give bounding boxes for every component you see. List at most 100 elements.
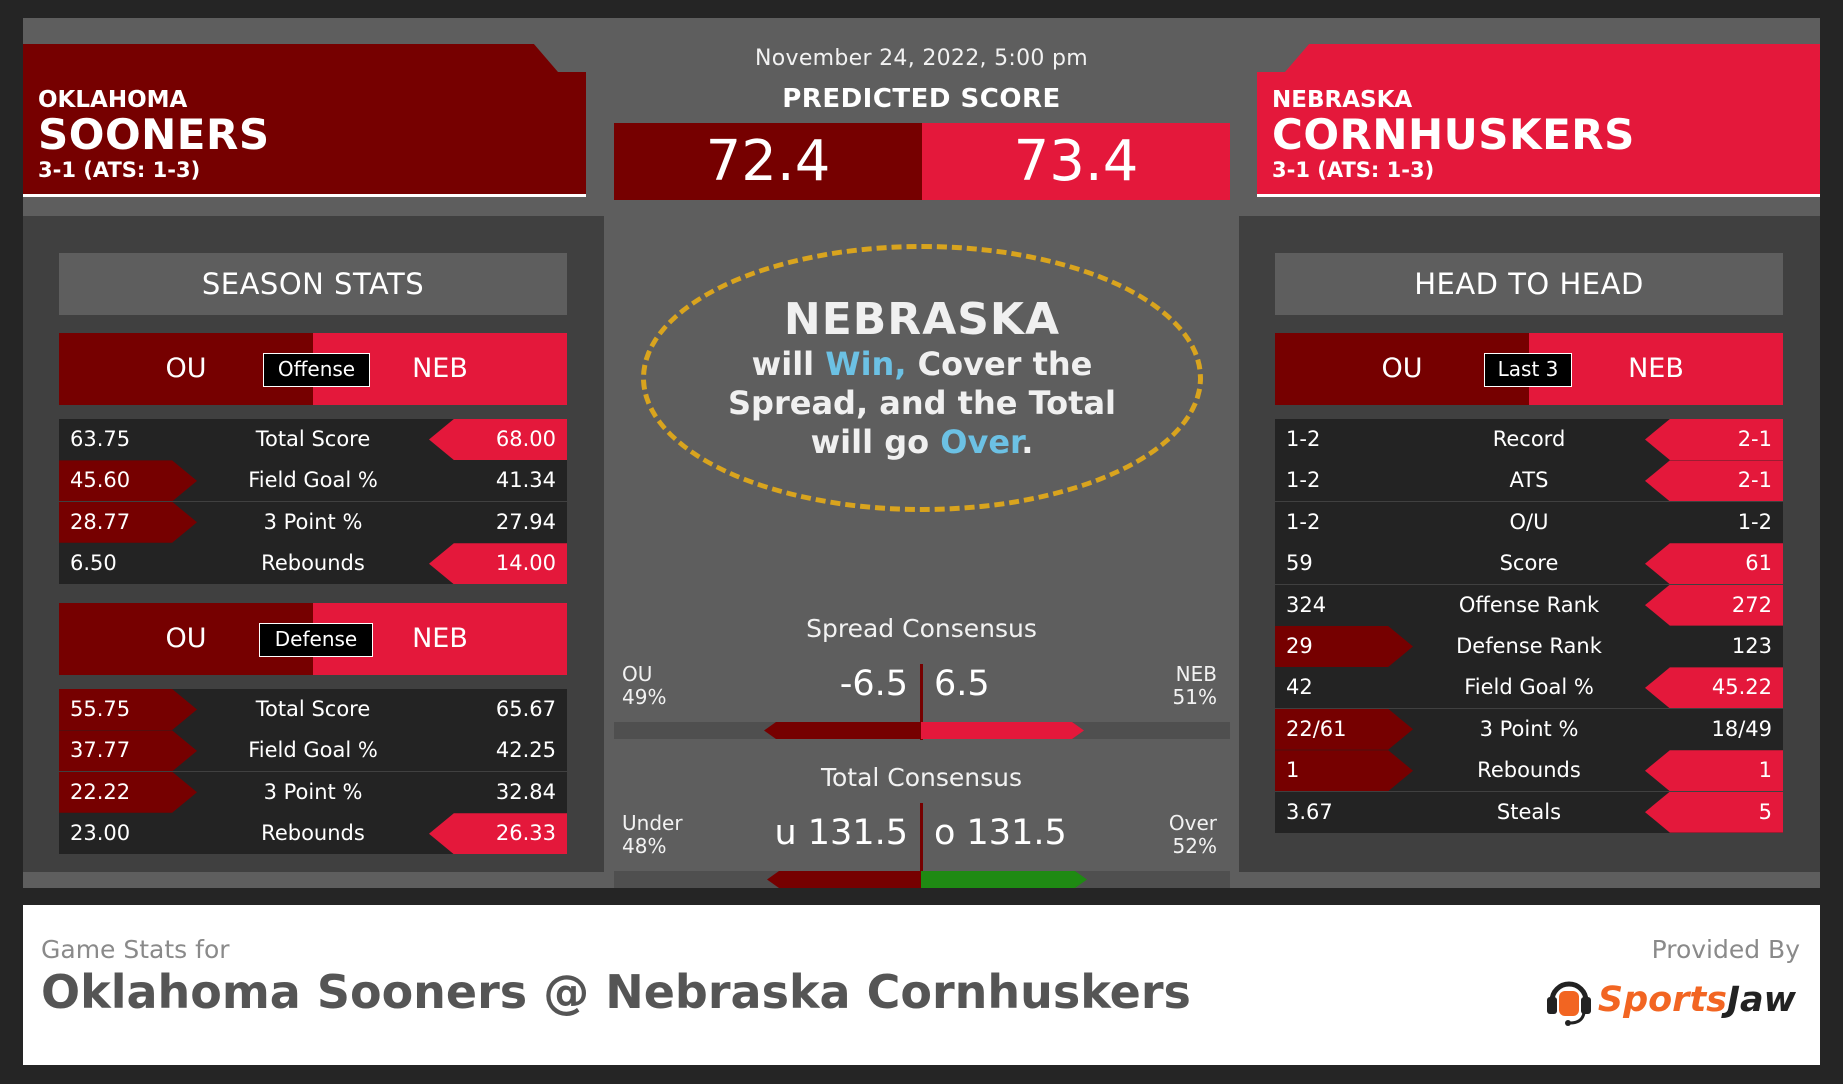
season-stats-title: SEASON STATS — [59, 253, 567, 315]
verdict-part-2: Cover the — [906, 345, 1093, 383]
h2h-stat-label: Score — [1499, 551, 1559, 576]
offense-left-winner-flag — [59, 501, 197, 543]
h2h-right-value: 123 — [1731, 634, 1772, 658]
total-left-bar — [767, 871, 921, 888]
h2h-right-winner-flag — [1645, 419, 1783, 460]
defense-right-value: 26.33 — [495, 821, 556, 846]
offense-row: 6.50 Rebounds 14.00 — [59, 543, 567, 585]
offense-label: Offense — [263, 353, 370, 387]
offense-left-value: 28.77 — [70, 509, 131, 534]
total-title: Total Consensus — [820, 763, 1023, 792]
total-left-label: Under — [622, 811, 683, 835]
defense-left-winner-flag — [59, 689, 197, 730]
verdict-text: NEBRASKA will Win, Cover the Spread, and… — [660, 295, 1184, 462]
offense-stat-label: Rebounds — [261, 551, 365, 576]
spread-title: Spread Consensus — [806, 614, 1037, 643]
offense-row: 45.60 Field Goal % 41.34 — [59, 460, 567, 502]
total-left-line: u 131.5 — [774, 813, 908, 853]
headset-icon — [1546, 981, 1591, 1026]
offense-row: 63.75 Total Score 68.00 — [59, 419, 567, 460]
defense-right-winner-flag — [429, 813, 567, 855]
offense-left-value: 63.75 — [70, 427, 131, 451]
h2h-stat-label: Record — [1492, 427, 1566, 451]
h2h-left-value: 1 — [1286, 758, 1300, 783]
head-to-head-title: HEAD TO HEAD — [1275, 253, 1783, 315]
away-header-underline — [23, 194, 586, 197]
h2h-left-value: 324 — [1286, 592, 1327, 617]
spread-right-pct: 51% — [1172, 685, 1217, 709]
verdict-part-4: will go — [810, 423, 941, 461]
total-right-label: Over — [1168, 811, 1217, 835]
h2h-stat-label: Defense Rank — [1456, 634, 1602, 658]
offense-row: 28.77 3 Point % 27.94 — [59, 501, 567, 543]
spread-divider — [920, 664, 923, 740]
h2h-right-winner-flag — [1645, 750, 1783, 792]
spread-right-bar — [921, 722, 1084, 739]
head-to-head-panel: HEAD TO HEAD OU NEB Last 3 1-2 Record 2-1 1… — [1239, 216, 1820, 872]
defense-stat-label: Rebounds — [261, 821, 365, 846]
verdict-part-1: will — [751, 345, 826, 383]
offense-left-abbr: OU — [165, 353, 207, 384]
defense-row: 37.77 Field Goal % 42.25 — [59, 730, 567, 772]
away-team-record: 3-1 (ATS: 1-3) — [38, 158, 201, 182]
h2h-left-value: 42 — [1286, 675, 1313, 700]
home-team-header: NEBRASKA CORNHUSKERS 3-1 (ATS: 1-3) — [1257, 44, 1820, 198]
h2h-left-abbr: OU — [1381, 353, 1423, 384]
home-header-underline — [1257, 194, 1820, 197]
verdict-part-5: . — [1021, 423, 1034, 461]
offense-right-winner-flag — [429, 419, 567, 460]
home-header-tab — [1285, 44, 1820, 72]
verdict-part-3: Spread, and the Total — [728, 384, 1116, 422]
defense-label: Defense — [259, 623, 373, 657]
h2h-left-value: 1-2 — [1286, 509, 1321, 534]
offense-stat-label: Total Score — [255, 427, 371, 451]
away-header-body — [23, 72, 586, 194]
footer-provided-by: Provided By — [1651, 935, 1800, 964]
predicted-score-title: PREDICTED SCORE — [782, 84, 1061, 114]
h2h-left-winner-flag — [1275, 708, 1413, 750]
defense-right-value: 65.67 — [495, 697, 556, 721]
away-team-header: OKLAHOMA SOONERS 3-1 (ATS: 1-3) — [23, 44, 586, 198]
h2h-stat-label: O/U — [1509, 509, 1549, 534]
h2h-row: 29 Defense Rank 123 — [1275, 626, 1783, 667]
h2h-stat-label: Steals — [1496, 799, 1562, 824]
h2h-right-value: 2-1 — [1737, 468, 1772, 493]
h2h-stat-label: Field Goal % — [1464, 675, 1594, 700]
spread-left-team: OU — [622, 662, 653, 686]
h2h-left-value: 1-2 — [1286, 427, 1321, 451]
h2h-right-winner-flag — [1645, 667, 1783, 709]
h2h-row: 59 Score 61 — [1275, 543, 1783, 585]
home-team-record: 3-1 (ATS: 1-3) — [1272, 158, 1435, 182]
offense-right-value: 14.00 — [495, 551, 556, 576]
season-stats-panel: SEASON STATS OU NEB Offense 63.75 Total S… — [23, 216, 604, 872]
h2h-right-abbr: NEB — [1628, 353, 1684, 384]
verdict-team: NEBRASKA — [783, 294, 1061, 345]
h2h-right-value: 272 — [1731, 592, 1772, 617]
h2h-stat-label: ATS — [1509, 468, 1549, 493]
h2h-right-winner-flag — [1645, 584, 1783, 626]
offense-right-value: 68.00 — [495, 427, 556, 451]
away-header-tab — [23, 44, 558, 72]
defense-left-value: 55.75 — [70, 697, 131, 721]
h2h-stat-label: Rebounds — [1477, 758, 1581, 783]
h2h-left-value: 29 — [1286, 634, 1313, 658]
footer-title: Oklahoma Sooners @ Nebraska Cornhuskers — [41, 965, 1191, 1019]
h2h-row: 324 Offense Rank 272 — [1275, 584, 1783, 626]
spread-left-bar — [764, 722, 921, 739]
spread-right-team: NEB — [1175, 662, 1217, 686]
defense-stat-label: Total Score — [255, 697, 371, 721]
offense-right-winner-flag — [429, 543, 567, 585]
h2h-row: 1-2 O/U 1-2 — [1275, 501, 1783, 543]
h2h-right-value: 2-1 — [1737, 427, 1772, 451]
h2h-right-value: 1 — [1758, 758, 1772, 783]
away-predicted-score: 72.4 — [614, 123, 922, 200]
home-team-name: CORNHUSKERS — [1272, 110, 1635, 159]
defense-row: 22.22 3 Point % 32.84 — [59, 771, 567, 813]
h2h-right-value: 1-2 — [1737, 509, 1772, 534]
away-team-name: SOONERS — [38, 110, 270, 159]
h2h-left-value: 59 — [1286, 551, 1313, 576]
total-right-pct: 52% — [1172, 834, 1217, 858]
h2h-right-winner-flag — [1645, 460, 1783, 502]
h2h-stat-label: Offense Rank — [1458, 592, 1600, 617]
total-left-pct: 48% — [622, 834, 667, 858]
